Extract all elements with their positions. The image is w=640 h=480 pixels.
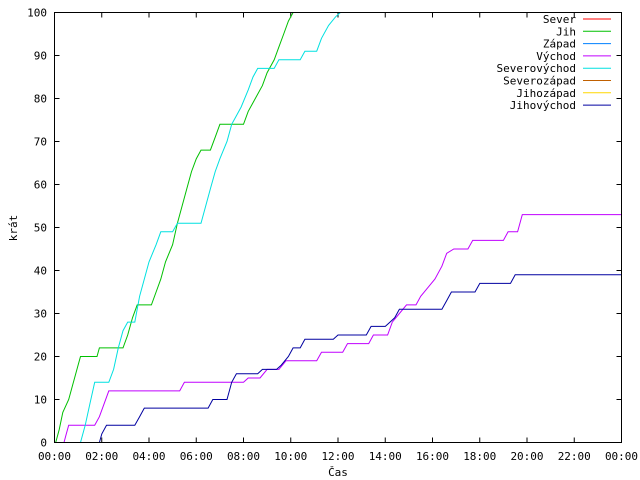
legend-label: Severovýchod	[497, 62, 576, 75]
legend-label: Jihozápad	[516, 87, 576, 100]
y-tick-label: 60	[34, 179, 47, 192]
y-tick-label: 0	[40, 437, 47, 450]
legend-label: Severozápad	[503, 75, 576, 88]
x-tick-label: 16:00	[416, 450, 449, 463]
legend-label: Jihovýchod	[510, 99, 576, 112]
x-tick-label: 00:00	[605, 450, 638, 463]
legend-label: Východ	[536, 50, 576, 63]
y-tick-label: 10	[34, 394, 47, 407]
axis-ticks	[54, 12, 622, 443]
series-line-4	[63, 214, 622, 443]
x-axis-label: Čas	[328, 466, 348, 479]
x-tick-label: 18:00	[463, 450, 496, 463]
y-tick-label: 40	[34, 265, 47, 278]
x-tick-label: 12:00	[321, 450, 354, 463]
x-tick-label: 06:00	[180, 450, 213, 463]
x-tick-label: 20:00	[510, 450, 543, 463]
x-tick-label: 14:00	[369, 450, 402, 463]
x-tick-label: 04:00	[132, 450, 165, 463]
x-tick-label: 10:00	[274, 450, 307, 463]
y-tick-label: 20	[34, 351, 47, 364]
x-tick-label: 02:00	[85, 450, 118, 463]
legend-label: Sever	[543, 13, 576, 26]
y-tick-label: 50	[34, 222, 47, 235]
plot-frame	[54, 12, 622, 443]
y-tick-label: 30	[34, 308, 47, 321]
x-tick-label: 22:00	[558, 450, 591, 463]
y-tick-label: 100	[27, 7, 47, 20]
axis-tick-labels: 00:00 02:00 04:00 06:00 08:00 10:00 12:00 14:00…	[27, 7, 638, 464]
x-tick-label: 00:00	[38, 450, 71, 463]
y-axis-label: krát	[7, 215, 20, 242]
x-tick-label: 08:00	[227, 450, 260, 463]
y-tick-label: 80	[34, 93, 47, 106]
legend: SeverJihZápadVýchodSeverovýchodSeverozáp…	[497, 13, 611, 112]
y-tick-label: 90	[34, 50, 47, 63]
series-line-5	[80, 12, 341, 443]
series-line-8	[98, 274, 622, 443]
y-tick-label: 70	[34, 136, 47, 149]
legend-label: Západ	[543, 38, 576, 51]
legend-label: Jih	[556, 25, 576, 38]
series-lines	[55, 12, 622, 443]
